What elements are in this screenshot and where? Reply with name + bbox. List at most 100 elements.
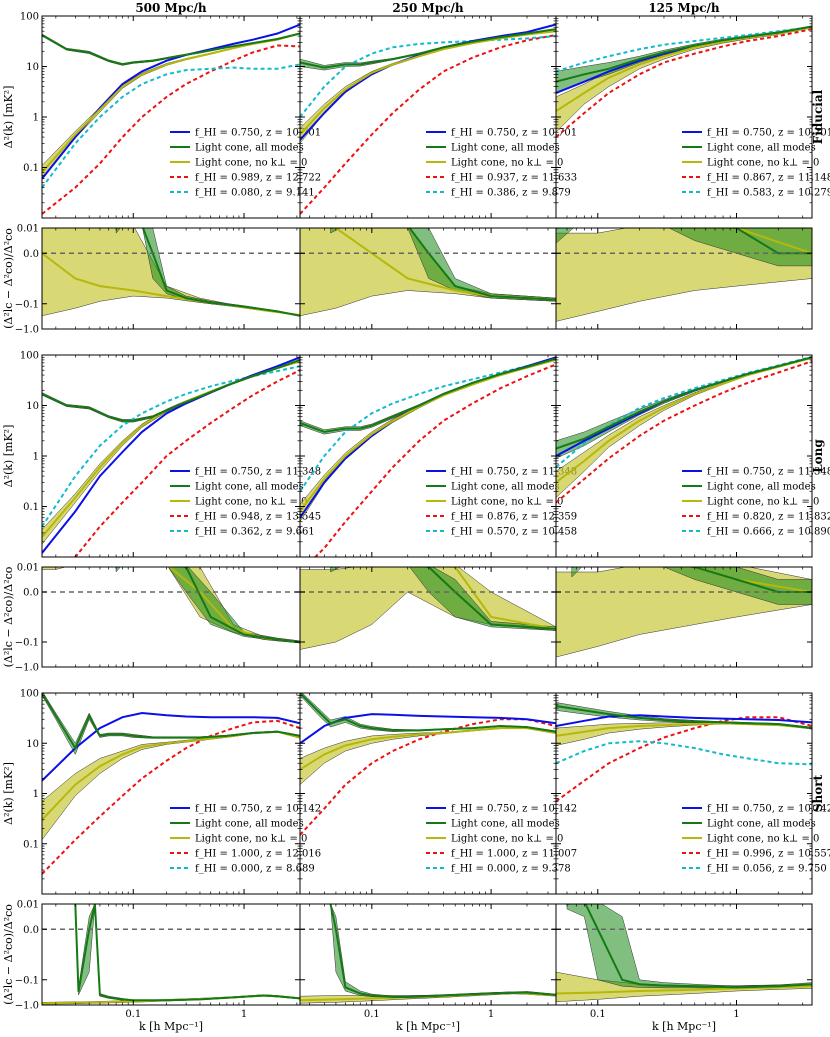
plot-frame <box>555 566 813 668</box>
legend-label-early: f_HI = 0.867, z = 11.148 <box>707 173 830 184</box>
ratio-band-lc-no-kperp <box>42 228 300 317</box>
ratio-band-lc-all-modes <box>571 567 812 605</box>
legend-label-lc_all: Light cone, all modes <box>451 819 560 830</box>
x-tick-label: 1 <box>488 1009 494 1020</box>
panel-long-0: f_HI = 0.750, z = 11.348 Light cone, all … <box>15 351 321 674</box>
y-tick-label: 0.01 <box>17 900 39 911</box>
series-early <box>556 28 812 138</box>
power-spectrum-plot <box>556 25 812 138</box>
power-spectrum-plot <box>42 23 300 215</box>
series-late <box>300 35 556 118</box>
plot-frame <box>555 903 813 1006</box>
ratio-series-lc-all-modes <box>571 567 812 593</box>
legend-label-early: f_HI = 0.937, z = 11.633 <box>451 173 577 184</box>
x-tick-label: 1 <box>733 1009 739 1020</box>
ratio-series-lc-no-kperp <box>556 985 812 995</box>
series-lc-all-modes <box>556 25 812 83</box>
y-tick-label: −1.0 <box>15 325 39 336</box>
panel-short-0: f_HI = 0.750, z = 10.142 Light cone, all … <box>15 689 321 1021</box>
ratio-series-lc-all-modes <box>330 567 556 630</box>
x-tick-label: 1 <box>241 1009 247 1020</box>
ratio-series-lc-all-modes <box>330 228 556 301</box>
ratio-plot <box>42 904 300 1005</box>
legend-label-late: f_HI = 0.362, z = 9.661 <box>195 527 315 538</box>
ratio-band-lc-all-modes <box>330 228 556 302</box>
legend-label-lc_all: Light cone, all modes <box>707 819 816 830</box>
series-early <box>42 44 300 215</box>
panel-fiducial-1: f_HI = 0.750, z = 10.701 Light cone, all … <box>299 15 577 330</box>
panel-long-1: f_HI = 0.750, z = 11.348 Light cone, all … <box>299 354 577 668</box>
x-tick-label: 0.1 <box>364 1009 380 1020</box>
y-axis-label: (Δ²lc − Δ²co)/Δ²co <box>2 228 15 329</box>
series-early <box>73 369 300 557</box>
legend-label-lc_all: Light cone, all modes <box>707 482 816 493</box>
power-spectrum-plot <box>300 356 556 557</box>
series-lc-all-modes <box>42 32 300 66</box>
legend-label-lc_nok: Light cone, no k⊥ = 0 <box>195 834 307 845</box>
y-tick-label: 1 <box>33 789 39 800</box>
legend-label-late: f_HI = 0.080, z = 9.141 <box>195 188 315 199</box>
ratio-series-lc-all-modes <box>116 567 300 643</box>
y-tick-label: −0.1 <box>15 299 39 310</box>
legend-label-lc_nok: Light cone, no k⊥ = 0 <box>451 497 563 508</box>
legend-label-early: f_HI = 0.948, z = 13.545 <box>195 512 321 523</box>
ratio-band-lc-no-kperp <box>300 567 556 650</box>
legend-label-lc_nok: Light cone, no k⊥ = 0 <box>451 834 563 845</box>
ratio-plot <box>300 228 556 317</box>
band-lc-no-kperp <box>42 730 300 841</box>
ratio-band-lc-all-modes <box>115 567 300 644</box>
ratio-series-lc-all-modes <box>567 904 812 989</box>
ratio-band-lc-all-modes <box>330 904 556 999</box>
legend-label-late: f_HI = 0.386, z = 9.879 <box>451 188 571 199</box>
band-lc-all-modes <box>300 693 556 733</box>
y-tick-label: −1.0 <box>15 1001 39 1012</box>
band-lc-no-kperp <box>300 30 556 144</box>
ratio-plot <box>556 567 812 658</box>
series-coeval <box>300 23 556 141</box>
power-spectrum-plot <box>556 355 812 504</box>
legend-label-lc_nok: Light cone, no k⊥ = 0 <box>707 158 819 169</box>
ratio-band-lc-no-kperp <box>42 567 300 644</box>
ratio-series-lc-no-kperp <box>436 567 556 630</box>
legend-label-lc_nok: Light cone, no k⊥ = 0 <box>451 158 563 169</box>
ratio-band-lc-all-modes <box>115 228 300 317</box>
legend-label-lc_nok: Light cone, no k⊥ = 0 <box>195 497 307 508</box>
column-title: 250 Mpc/h <box>392 1 464 15</box>
series-coeval <box>556 356 812 457</box>
x-axis-label: k [h Mpc⁻¹] <box>652 1020 716 1033</box>
x-tick-label: 0.1 <box>590 1009 606 1020</box>
legend-label-coeval: f_HI = 0.750, z = 10.701 <box>451 128 577 139</box>
row-title: Fiducial <box>811 89 825 144</box>
legend-label-late: f_HI = 0.666, z = 10.890 <box>707 527 830 538</box>
legend-label-lc_nok: Light cone, no k⊥ = 0 <box>707 497 819 508</box>
ratio-series-lc-no-kperp <box>672 567 812 593</box>
x-tick-label: 0.1 <box>125 1009 141 1020</box>
series-early <box>313 363 556 557</box>
y-axis-label: Δ²(k) [mK²] <box>2 762 15 825</box>
ratio-series-lc-no-kperp <box>168 567 300 643</box>
panel-short-2: f_HI = 0.750, z = 10.142 Light cone, all … <box>555 692 830 1020</box>
legend: f_HI = 0.750, z = 11.348 Light cone, all … <box>682 467 830 538</box>
legend-label-late: f_HI = 0.570, z = 10.458 <box>451 527 577 538</box>
series-lc-all-modes <box>300 693 556 733</box>
legend-label-lc_all: Light cone, all modes <box>451 482 560 493</box>
legend: f_HI = 0.750, z = 11.348 Light cone, all … <box>426 467 577 538</box>
legend-label-coeval: f_HI = 0.750, z = 10.701 <box>195 128 321 139</box>
ratio-series-lc-all-modes <box>329 904 556 998</box>
ratio-plot <box>42 228 300 317</box>
y-tick-label: 0.0 <box>23 588 39 599</box>
band-lc-all-modes <box>42 359 300 423</box>
ratio-plot <box>42 567 300 644</box>
row-title: Short <box>811 774 825 812</box>
series-lc-all-modes <box>42 358 300 422</box>
y-tick-label: 100 <box>20 351 39 362</box>
series-late <box>556 740 812 766</box>
series-early <box>556 360 812 504</box>
ratio-series-lc-all-modes <box>74 904 300 1002</box>
power-spectrum-plot <box>42 356 300 557</box>
y-tick-label: 1 <box>33 113 39 124</box>
y-tick-label: 0.1 <box>23 839 39 850</box>
y-tick-label: 100 <box>20 12 39 23</box>
plot-frame <box>41 566 301 668</box>
